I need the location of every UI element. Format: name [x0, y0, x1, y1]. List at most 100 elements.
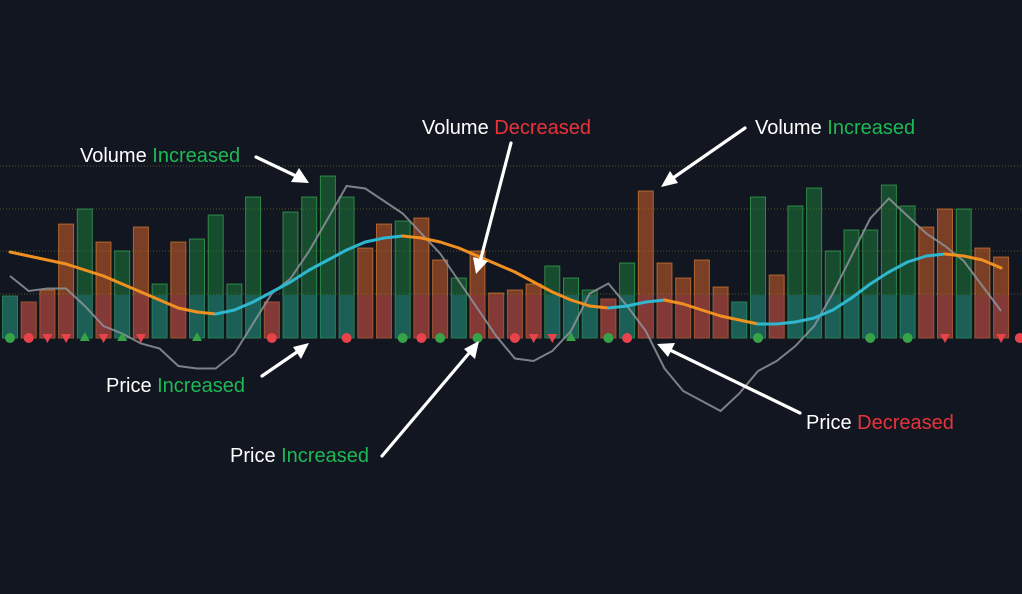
volume-bar-base: [77, 295, 93, 338]
signal-markers: [5, 332, 1022, 343]
signal-triangle-down: [940, 334, 950, 343]
volume-bar-base: [301, 295, 317, 338]
volume-bar-base: [339, 295, 355, 338]
arrow-line: [478, 141, 513, 264]
ma-segment-rising: [363, 236, 386, 244]
ma-segment-falling: [663, 298, 685, 306]
volume-bar-base: [563, 295, 579, 338]
callout-prefix: Volume: [755, 117, 827, 139]
ma-segment-falling: [700, 308, 723, 318]
volume-bar-base: [2, 296, 18, 338]
volume-bar-base: [526, 295, 542, 338]
ma-segment-falling: [8, 250, 31, 258]
ma-segment-falling: [45, 258, 68, 266]
signal-dot: [397, 333, 408, 343]
ma-segment-falling: [569, 298, 592, 308]
ma-segment-falling: [962, 254, 984, 262]
callout-volume-decreased: Volume Decreased: [422, 117, 591, 139]
ma-segment-falling: [494, 262, 517, 274]
signal-triangle-up: [79, 332, 90, 341]
volume-bar-base: [208, 295, 224, 338]
volume-bar-base: [918, 295, 934, 338]
callout-prefix: Volume: [80, 145, 152, 167]
ma-segment-rising: [251, 290, 274, 304]
ma-segment-falling: [158, 298, 180, 310]
ma-segment-rising: [232, 300, 255, 312]
signal-triangle-down: [61, 334, 72, 343]
signal-triangle-up: [192, 332, 202, 341]
ma-segment-falling: [532, 280, 554, 294]
arrow-head: [293, 343, 309, 359]
signal-triangle-up: [566, 332, 576, 341]
price-line-layer: [9, 184, 1002, 413]
volume-bar-base: [170, 295, 186, 338]
ma-segment-rising: [850, 282, 872, 300]
volume-bar-base: [189, 295, 205, 338]
volume-bar-base: [582, 295, 598, 338]
ma-segment-rising: [906, 254, 928, 264]
signal-dot: [472, 333, 483, 343]
volume-bar-base: [357, 295, 373, 338]
signal-triangle-down: [42, 334, 53, 343]
ma-segment-rising: [345, 240, 367, 252]
signal-dot: [603, 333, 614, 343]
signal-triangle-up: [117, 332, 128, 341]
arrow-line: [380, 350, 472, 458]
volume-bar-base: [226, 295, 242, 338]
ma-segment-falling: [401, 234, 423, 240]
signal-dot: [435, 333, 446, 343]
volume-bar-base: [395, 295, 411, 338]
arrow-line: [668, 348, 802, 415]
volume-bar-base: [451, 295, 467, 338]
ma-segment-rising: [625, 300, 648, 308]
callout-word: Increased: [281, 445, 369, 467]
volume-bar-base: [862, 295, 878, 338]
ma-segment-falling: [64, 262, 87, 272]
callouts: Volume Increased Volume Decreased Volume…: [80, 117, 954, 467]
callout-volume-increased-right: Volume Increased: [755, 117, 915, 139]
ma-segment-rising: [644, 298, 666, 304]
ma-segment-rising: [887, 260, 910, 274]
signal-dot: [23, 333, 34, 343]
arrow-head: [291, 168, 309, 183]
ma-segment-falling: [419, 236, 442, 244]
signal-dot: [416, 333, 427, 343]
arrow-line: [254, 155, 298, 178]
volume-bar-base: [96, 295, 111, 338]
ma-segment-rising: [831, 296, 853, 312]
volume-bar-base: [432, 295, 448, 338]
volume-bar-base: [152, 295, 168, 338]
volume-bar-base: [283, 295, 298, 338]
ma-segment-falling: [120, 282, 143, 294]
ma-segment-rising: [307, 258, 330, 272]
volume-bar-base: [600, 299, 616, 338]
ma-segment-rising: [775, 320, 797, 326]
signal-dot: [902, 333, 913, 343]
volume-bar-base: [133, 295, 149, 338]
signal-dot: [341, 333, 352, 343]
ma-segment-falling: [681, 302, 704, 312]
volume-bar-base: [488, 295, 504, 338]
ma-segment-rising: [289, 268, 311, 284]
ma-segment-rising: [214, 308, 236, 316]
volume-bar-base: [750, 295, 766, 338]
volume-bar-base: [881, 295, 897, 338]
ma-segment-falling: [588, 304, 610, 310]
volume-bar-base: [264, 302, 280, 338]
volume-bar-base: [544, 295, 560, 338]
callout-word: Decreased: [494, 117, 591, 139]
arrow-line: [260, 350, 299, 378]
callout-prefix: Price: [806, 412, 857, 434]
signal-triangle-down: [98, 334, 109, 343]
volume-bar-base: [825, 295, 841, 338]
volume-bar-base: [376, 295, 392, 338]
callout-volume-increased-left: Volume Increased: [80, 145, 240, 167]
callout-word: Decreased: [857, 412, 954, 434]
callout-price-increased-lower: Price Increased: [230, 445, 369, 467]
callout-prefix: Volume: [422, 117, 494, 139]
arrow-line: [671, 126, 747, 180]
ma-segment-falling: [513, 270, 536, 284]
signal-dot: [1014, 333, 1022, 343]
